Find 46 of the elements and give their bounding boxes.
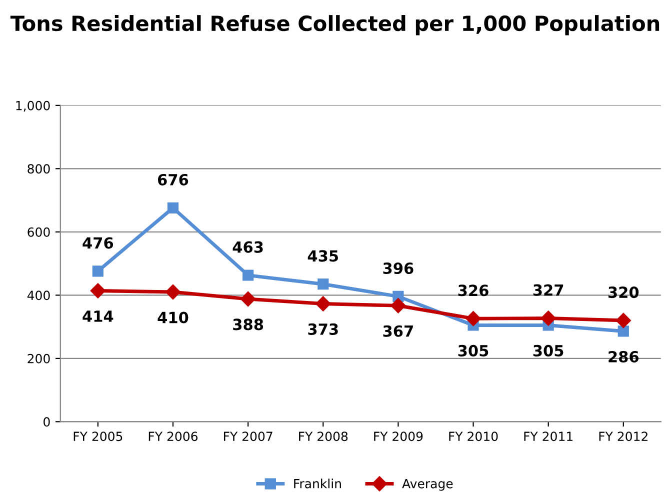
- legend-label: Average: [402, 479, 453, 491]
- point: [165, 284, 181, 300]
- point: [316, 296, 331, 312]
- data-label: 320: [608, 286, 639, 298]
- x-tick-label: FY 2005: [74, 432, 122, 442]
- x-tick-label: FY 2012: [599, 432, 648, 442]
- data-label: 463: [232, 241, 263, 253]
- point: [540, 310, 556, 326]
- data-label: 286: [608, 350, 639, 362]
- point: [616, 312, 631, 328]
- point: [318, 278, 329, 290]
- y-tick-label: 400: [27, 290, 50, 300]
- x-tick-label: FY 2007: [224, 432, 272, 442]
- data-label: 414: [82, 310, 114, 322]
- point: [167, 202, 179, 214]
- point: [242, 270, 254, 281]
- x-tick-label: FY 2006: [148, 432, 198, 442]
- point: [240, 291, 256, 307]
- point: [90, 283, 106, 298]
- data-label: 396: [383, 262, 414, 274]
- legend-label: Franklin: [294, 478, 341, 488]
- data-label: 367: [383, 325, 413, 337]
- point: [92, 266, 104, 277]
- data-label: 327: [533, 284, 564, 296]
- y-tick-label: 1,000: [16, 100, 50, 112]
- point: [390, 298, 406, 314]
- y-tick-label: 800: [28, 164, 50, 174]
- x-tick-label: FY 2008: [299, 432, 348, 442]
- data-label: 676: [158, 174, 188, 186]
- data-label: 305: [458, 344, 488, 356]
- data-label: 373: [308, 323, 338, 335]
- data-label: 476: [82, 237, 114, 249]
- data-label: 305: [533, 344, 564, 356]
- data-label: 388: [233, 318, 264, 330]
- x-tick-label: FY 2011: [524, 432, 572, 442]
- point: [466, 311, 481, 326]
- x-tick-label: FY 2009: [374, 432, 423, 442]
- chart-title: Tons Residential Refuse Collected per 1,000 Population: [10, 15, 660, 36]
- y-tick-label: 0: [44, 417, 50, 427]
- y-tick-label: 200: [28, 354, 50, 364]
- x-tick-label: FY 2010: [449, 432, 498, 442]
- y-tick-label: 600: [28, 227, 50, 237]
- data-label: 326: [458, 284, 488, 296]
- point: [618, 326, 629, 337]
- data-label: 410: [158, 312, 188, 324]
- data-label: 435: [308, 250, 338, 262]
